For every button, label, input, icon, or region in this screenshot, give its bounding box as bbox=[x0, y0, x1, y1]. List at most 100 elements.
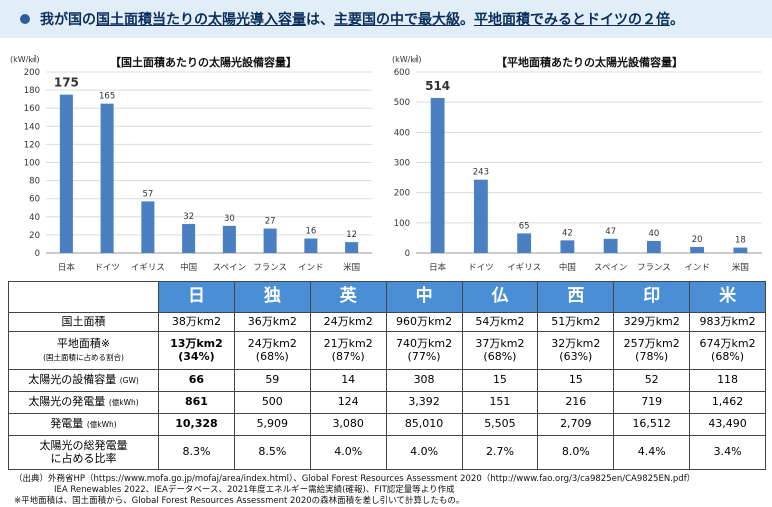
country-header: 日 bbox=[158, 281, 235, 313]
table-cell: 124 bbox=[309, 391, 387, 414]
table-cell: 10,328 bbox=[158, 413, 235, 436]
x-tick-label: 日本 bbox=[58, 262, 76, 273]
bar bbox=[560, 240, 575, 253]
y-tick-label: 0 bbox=[405, 249, 410, 259]
x-tick-label: 中国 bbox=[180, 262, 197, 273]
country-header: 独 bbox=[233, 281, 311, 313]
bar bbox=[345, 242, 359, 253]
row-label: 国土面積 bbox=[8, 312, 159, 332]
table-row: 国土面積 38万km2 36万km2 24万km2 960万km2 54万km2… bbox=[8, 312, 766, 332]
headline-part: 。 bbox=[670, 12, 684, 28]
cell-value: 13万km2 bbox=[170, 336, 223, 350]
table-cell: 36万km2 bbox=[233, 312, 311, 332]
chart-land-area: (kW/㎢) 【国土面積あたりの太陽光設備容量】 0 20 40 60 80 100 120… bbox=[6, 46, 378, 278]
row-label: 太陽光の総発電量 に占める比率 bbox=[8, 435, 159, 470]
table-cell: 51万km2 bbox=[537, 312, 615, 332]
cell-value-ratio: (68%) bbox=[483, 349, 517, 363]
bar bbox=[690, 246, 705, 253]
data-label: 18 bbox=[735, 236, 746, 246]
x-tick-label: イギリス bbox=[507, 263, 541, 273]
table-header-row: 日 独 英 中 仏 西 印 米 bbox=[8, 281, 766, 313]
bar bbox=[141, 201, 155, 253]
y-tick-label: 200 bbox=[24, 68, 40, 78]
data-label: 20 bbox=[692, 235, 703, 245]
table-cell: 24万km2 bbox=[309, 312, 387, 332]
x-tick-label: インド bbox=[298, 263, 324, 273]
data-label: 514 bbox=[425, 79, 450, 93]
cell-value-ratio: (34%) bbox=[178, 349, 215, 363]
y-tick-label: 200 bbox=[394, 189, 410, 199]
table-cell: 66 bbox=[158, 369, 235, 392]
row-label-sub: (GW) bbox=[119, 376, 139, 386]
headline-part: 。 bbox=[460, 12, 474, 28]
x-tick-label: スペイン bbox=[213, 263, 246, 273]
cell-value-ratio: (68%) bbox=[255, 349, 289, 363]
y-tick-label: 100 bbox=[394, 219, 410, 229]
table-cell: 151 bbox=[461, 391, 539, 414]
table-cell: 16,512 bbox=[613, 413, 691, 436]
x-tick-label: フランス bbox=[253, 263, 287, 273]
bar bbox=[222, 225, 236, 253]
data-label: 12 bbox=[346, 230, 357, 240]
country-header: 印 bbox=[613, 281, 691, 313]
cell-value-ratio: (77%) bbox=[407, 349, 441, 363]
table-cell: 960万km2 bbox=[385, 312, 463, 332]
chart-svg: 0 20 40 60 80 100 120 140 160 180 200 175 日本 165 ドイツ 57… bbox=[24, 68, 372, 273]
y-tick-label: 400 bbox=[394, 128, 410, 138]
note-line: ※平地面積は、国土面積から、Global Forest Resources As… bbox=[14, 496, 465, 506]
data-label: 65 bbox=[519, 221, 530, 231]
x-tick-label: イギリス bbox=[131, 263, 165, 273]
row-label-text: 太陽光の総発電量 bbox=[39, 438, 128, 452]
x-tick-label: 米国 bbox=[343, 262, 360, 273]
bar bbox=[59, 94, 73, 253]
bar bbox=[430, 97, 445, 253]
table-cell: 740万km2 (77%) bbox=[385, 331, 463, 370]
table-cell: 5,909 bbox=[233, 413, 311, 436]
bar bbox=[517, 233, 532, 253]
data-label: 243 bbox=[473, 168, 489, 178]
headline-emphasis-2: 主要国の中で最大級 bbox=[334, 12, 460, 28]
table-cell: 2.7% bbox=[461, 435, 539, 470]
table-cell: 14 bbox=[309, 369, 387, 392]
table-cell: 8.0% bbox=[537, 435, 615, 470]
y-tick-label: 60 bbox=[29, 195, 40, 205]
country-header: 仏 bbox=[461, 281, 539, 313]
x-tick-label: フランス bbox=[637, 263, 671, 273]
y-tick-label: 180 bbox=[24, 86, 40, 96]
headline-part: 我が国の bbox=[40, 12, 96, 28]
x-tick-label: ドイツ bbox=[468, 263, 494, 273]
data-label: 32 bbox=[183, 212, 194, 222]
table-cell: 43,490 bbox=[689, 413, 766, 436]
y-tick-label: 600 bbox=[394, 68, 410, 78]
table-cell: 861 bbox=[158, 391, 235, 414]
country-header: 英 bbox=[309, 281, 387, 313]
cell-value-ratio: (68%) bbox=[711, 349, 745, 363]
bar bbox=[603, 238, 618, 253]
table-row: 太陽光の設備容量 (GW) 66 59 14 308 15 15 52 118 bbox=[8, 369, 766, 392]
row-label-sub: (億kWh) bbox=[108, 398, 139, 408]
data-label: 175 bbox=[54, 76, 79, 90]
table-cell: 3.4% bbox=[689, 435, 766, 470]
row-label-sub: (億kWh) bbox=[86, 420, 117, 430]
chart-ylabel: (kW/㎢) bbox=[392, 55, 422, 64]
cell-value-ratio: (63%) bbox=[559, 349, 593, 363]
table-cell: 37万km2 (68%) bbox=[461, 331, 539, 370]
bar bbox=[263, 228, 277, 253]
bar bbox=[733, 247, 748, 253]
table-cell: 500 bbox=[233, 391, 311, 414]
table-cell: 4.4% bbox=[613, 435, 691, 470]
table-cell: 257万km2 (78%) bbox=[613, 331, 691, 370]
x-tick-label: スペイン bbox=[594, 263, 627, 273]
y-tick-label: 80 bbox=[29, 177, 40, 187]
note-line: IEA Renewables 2022、IEAデータベース、2021年度エネルギ… bbox=[54, 485, 455, 495]
bullet-icon bbox=[20, 14, 30, 24]
country-header: 西 bbox=[537, 281, 615, 313]
y-tick-label: 20 bbox=[29, 231, 40, 241]
cell-value: 257万km2 bbox=[623, 336, 680, 350]
data-label: 42 bbox=[562, 228, 573, 238]
table-cell: 719 bbox=[613, 391, 691, 414]
row-label: 太陽光の発電量 (億kWh) bbox=[8, 391, 159, 414]
table-cell: 52 bbox=[613, 369, 691, 392]
headline-emphasis-1: 国土面積当たりの太陽光導入容量 bbox=[96, 12, 306, 28]
y-tick-label: 40 bbox=[29, 213, 40, 223]
